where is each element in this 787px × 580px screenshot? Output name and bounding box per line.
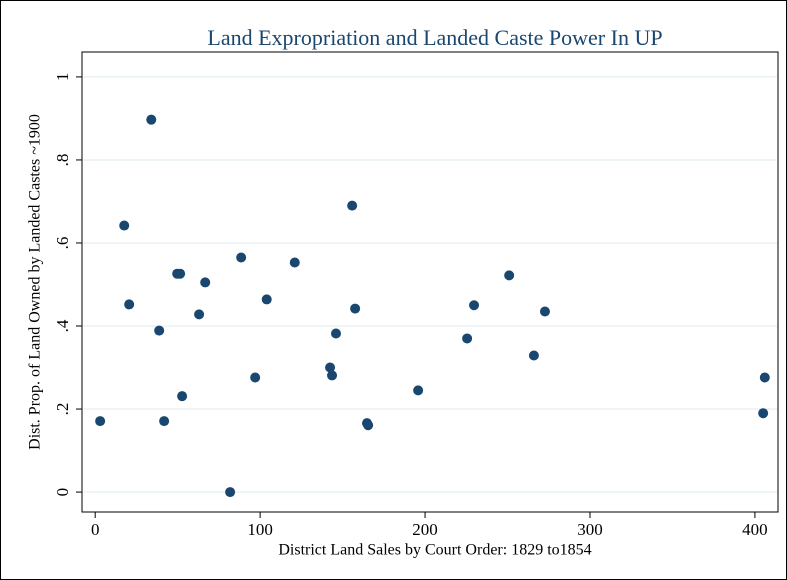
point <box>194 309 205 320</box>
point <box>154 325 165 336</box>
y-tick-label: .6 <box>53 237 72 250</box>
point <box>330 328 341 339</box>
y-tick-label: .2 <box>53 403 72 416</box>
point <box>528 350 539 361</box>
point <box>236 252 247 263</box>
y-tick-label: .8 <box>53 154 72 167</box>
point <box>95 416 106 427</box>
point <box>177 391 188 402</box>
point <box>289 257 300 268</box>
point <box>758 408 769 419</box>
point <box>175 268 186 279</box>
y-tick-label: .4 <box>53 319 72 332</box>
point <box>225 487 236 498</box>
x-tick-label: 200 <box>412 520 438 539</box>
point <box>413 385 424 396</box>
x-axis-label: District Land Sales by Court Order: 1829… <box>278 542 591 559</box>
y-axis-label: Dist. Prop. of Land Owned by Landed Cast… <box>27 114 44 450</box>
point <box>350 303 361 314</box>
x-tick-label: 400 <box>742 520 768 539</box>
point <box>325 362 336 373</box>
point <box>146 114 157 125</box>
point <box>363 420 374 431</box>
chart-title: Land Expropriation and Landed Caste Powe… <box>207 25 662 50</box>
point <box>469 300 480 311</box>
y-tick-label: 0 <box>53 488 72 497</box>
point <box>200 277 211 288</box>
point <box>124 299 135 310</box>
x-tick-label: 300 <box>577 520 603 539</box>
x-tick-label: 0 <box>91 520 100 539</box>
plot-area <box>81 51 779 513</box>
point <box>539 306 550 317</box>
point <box>504 270 515 281</box>
point <box>462 333 473 344</box>
y-tick-label: 1 <box>53 73 72 82</box>
point <box>759 372 770 383</box>
point <box>250 372 261 383</box>
point <box>261 294 272 305</box>
point <box>159 416 170 427</box>
point <box>347 200 358 211</box>
point <box>327 370 338 381</box>
point <box>119 220 130 231</box>
x-tick-label: 100 <box>247 520 273 539</box>
